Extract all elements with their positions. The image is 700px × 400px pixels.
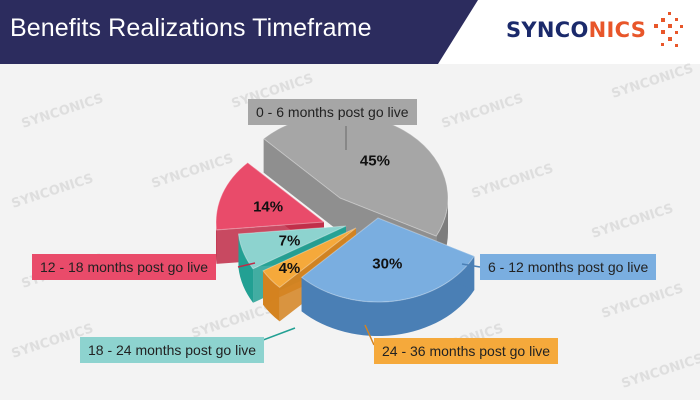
slice-cut-face xyxy=(263,138,340,232)
slice-label-12-18-months: 12 - 18 months post go live xyxy=(32,254,217,280)
slice-top-4 xyxy=(215,161,326,231)
slice-label-24-36-months: 24 - 36 months post go live xyxy=(374,338,559,364)
slice-cut-face xyxy=(263,228,356,305)
slice-top-1 xyxy=(300,217,475,303)
slice-value-label: 45% xyxy=(360,153,390,170)
leader-line xyxy=(461,263,481,268)
slice-label-0-6-months: 0 - 6 months post go live xyxy=(248,99,417,125)
logo-dots-icon xyxy=(654,12,683,47)
slice-value-label: 14% xyxy=(253,198,283,215)
slice-label-18-24-months: 18 - 24 months post go live xyxy=(80,337,265,363)
header-bar: Benefits Realizations Timeframe SYNCONIC… xyxy=(0,0,700,64)
slice-value-label: 30% xyxy=(372,256,402,273)
slice-wall xyxy=(301,256,475,337)
logo-wordmark: SYNCONICS xyxy=(506,18,647,42)
slice-top-3 xyxy=(237,225,347,270)
leader-line xyxy=(237,262,256,268)
slice-value-label: 4% xyxy=(279,260,301,277)
slice-label-6-12-months: 6 - 12 months post go live xyxy=(480,254,657,280)
synconics-logo: SYNCONICS xyxy=(506,10,686,54)
slice-top-2 xyxy=(262,227,357,289)
leader-line xyxy=(364,324,375,346)
header-background xyxy=(0,0,700,64)
page-title: Benefits Realizations Timeframe xyxy=(10,14,372,42)
slice-value-label: 7% xyxy=(279,232,301,249)
